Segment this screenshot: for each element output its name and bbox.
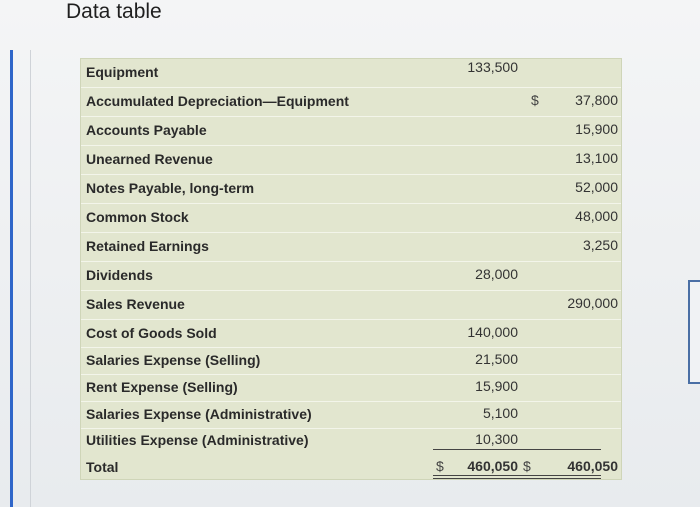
credit-cell: 37,800 <box>575 92 618 108</box>
credit-cell: 48,000 <box>575 208 618 224</box>
row-divider <box>81 374 621 375</box>
account-label: Unearned Revenue <box>86 151 213 167</box>
account-label: Common Stock <box>86 209 189 225</box>
account-label: Rent Expense (Selling) <box>86 379 238 395</box>
row-divider <box>81 261 621 262</box>
row-divider <box>81 203 621 204</box>
table-row: Salaries Expense (Selling) 21,500 <box>81 347 621 375</box>
credit-cell: 3,250 <box>582 237 618 253</box>
account-label: Dividends <box>86 267 153 283</box>
table-row: Rent Expense (Selling) 15,900 <box>81 374 621 402</box>
debit-subtotal-rule <box>433 449 521 450</box>
debit-total-double-rule-1 <box>433 475 521 476</box>
credit-cell: 290,000 <box>567 295 618 311</box>
account-label: Retained Earnings <box>86 238 209 254</box>
trial-balance-table: Equipment 133,500 Accumulated Depreciati… <box>80 58 622 480</box>
row-divider <box>81 145 621 146</box>
table-row: Accumulated Depreciation—Equipment $ 37,… <box>81 88 621 116</box>
debit-cell: 140,000 <box>467 324 518 340</box>
table-row: Unearned Revenue 13,100 <box>81 146 621 174</box>
credit-total-double-rule-1 <box>521 475 601 476</box>
row-divider <box>81 428 621 429</box>
total-label: Total <box>86 459 119 475</box>
table-row: Notes Payable, long-term 52,000 <box>81 175 621 203</box>
total-debit-cell: 460,050 <box>467 458 518 474</box>
table-row: Retained Earnings 3,250 <box>81 233 621 261</box>
account-label: Notes Payable, long-term <box>86 180 255 196</box>
account-label: Sales Revenue <box>86 296 185 312</box>
account-label: Utilities Expense (Administrative) <box>86 432 309 448</box>
credit-subtotal-rule <box>521 449 601 450</box>
table-row: Accounts Payable 15,900 <box>81 117 621 145</box>
credit-currency-symbol: $ <box>531 92 539 108</box>
total-credit-currency-symbol: $ <box>523 458 531 474</box>
row-divider <box>81 290 621 291</box>
credit-total-double-rule-2 <box>521 478 601 479</box>
account-label: Salaries Expense (Administrative) <box>86 406 312 422</box>
row-divider <box>81 232 621 233</box>
debit-cell: 21,500 <box>475 351 518 367</box>
total-credit-cell: 460,050 <box>567 458 618 474</box>
debit-cell: 15,900 <box>475 378 518 394</box>
row-divider <box>81 87 621 88</box>
adjacent-window-edge <box>688 280 700 384</box>
credit-cell: 52,000 <box>575 179 618 195</box>
window-left-border <box>10 50 13 507</box>
row-divider <box>81 174 621 175</box>
total-row: Total $ 460,050 $ 460,050 <box>81 454 621 482</box>
table-row: Dividends 28,000 <box>81 262 621 290</box>
credit-cell: 15,900 <box>575 121 618 137</box>
account-label: Cost of Goods Sold <box>86 325 217 341</box>
row-divider <box>81 347 621 348</box>
table-row: Cost of Goods Sold 140,000 <box>81 320 621 348</box>
table-row: Salaries Expense (Administrative) 5,100 <box>81 401 621 429</box>
account-label: Equipment <box>86 64 159 80</box>
debit-cell: 28,000 <box>475 266 518 282</box>
table-row: Equipment 133,500 <box>81 59 621 87</box>
row-divider <box>81 319 621 320</box>
account-label: Salaries Expense (Selling) <box>86 352 261 368</box>
account-label: Accumulated Depreciation—Equipment <box>86 93 349 109</box>
credit-cell: 13,100 <box>575 150 618 166</box>
row-divider <box>81 401 621 402</box>
debit-cell: 10,300 <box>475 431 518 447</box>
total-debit-currency-symbol: $ <box>436 458 444 474</box>
account-label: Accounts Payable <box>86 122 207 138</box>
table-row: Sales Revenue 290,000 <box>81 291 621 319</box>
debit-cell: 5,100 <box>482 405 518 421</box>
content-divider <box>30 50 31 507</box>
debit-cell: 133,500 <box>467 59 518 75</box>
table-row: Common Stock 48,000 <box>81 204 621 232</box>
debit-total-double-rule-2 <box>433 478 521 479</box>
row-divider <box>81 116 621 117</box>
window-title: Data table <box>66 0 162 23</box>
table-row: Utilities Expense (Administrative) 10,30… <box>81 427 621 455</box>
